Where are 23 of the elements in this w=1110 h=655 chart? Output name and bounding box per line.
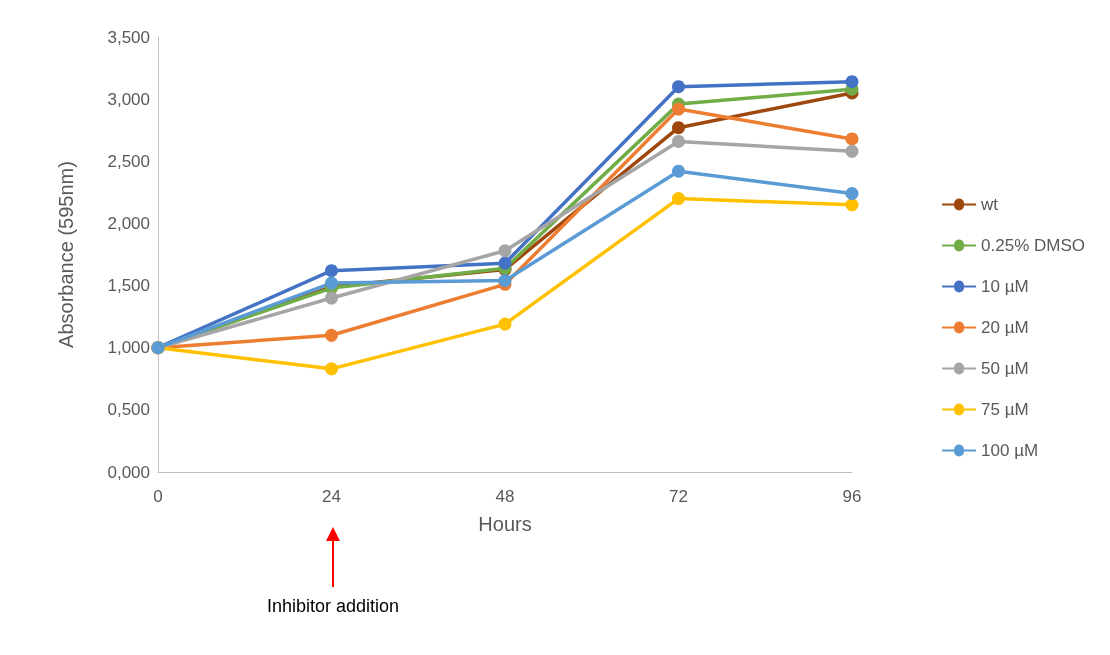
y-tick-label: 1,000	[107, 338, 150, 358]
x-tick-label: 48	[495, 487, 515, 506]
y-tick-label: 3,500	[107, 27, 150, 47]
y-tick-label: 3,000	[107, 89, 150, 109]
y-tick-label: 2,500	[107, 151, 150, 171]
legend-label: wt	[980, 195, 999, 214]
x-tick-label: 96	[842, 487, 862, 506]
text: Inhibitor addition	[266, 596, 400, 617]
legend-label: 100 µM	[981, 441, 1039, 460]
legend-label: 75 µM	[981, 400, 1029, 419]
y-tick-label: 1,500	[107, 276, 150, 296]
x-axis-title: Hours	[478, 513, 532, 535]
x-tick-label: 24	[322, 487, 341, 506]
y-tick-label: 2,000	[107, 213, 150, 233]
legend-label: 0.25% DMSO	[981, 236, 1086, 255]
y-tick-label: 0,500	[107, 400, 150, 420]
legend-label: 20 µM	[981, 318, 1029, 337]
y-tick-label: 0,000	[107, 462, 150, 482]
legend-label: 50 µM	[981, 359, 1029, 378]
legend-label: 10 µM	[981, 277, 1029, 296]
x-tick-label: 0	[153, 487, 163, 506]
x-tick-label: 72	[669, 487, 688, 506]
y-axis-title: Absorbance (595nm)	[55, 161, 77, 348]
